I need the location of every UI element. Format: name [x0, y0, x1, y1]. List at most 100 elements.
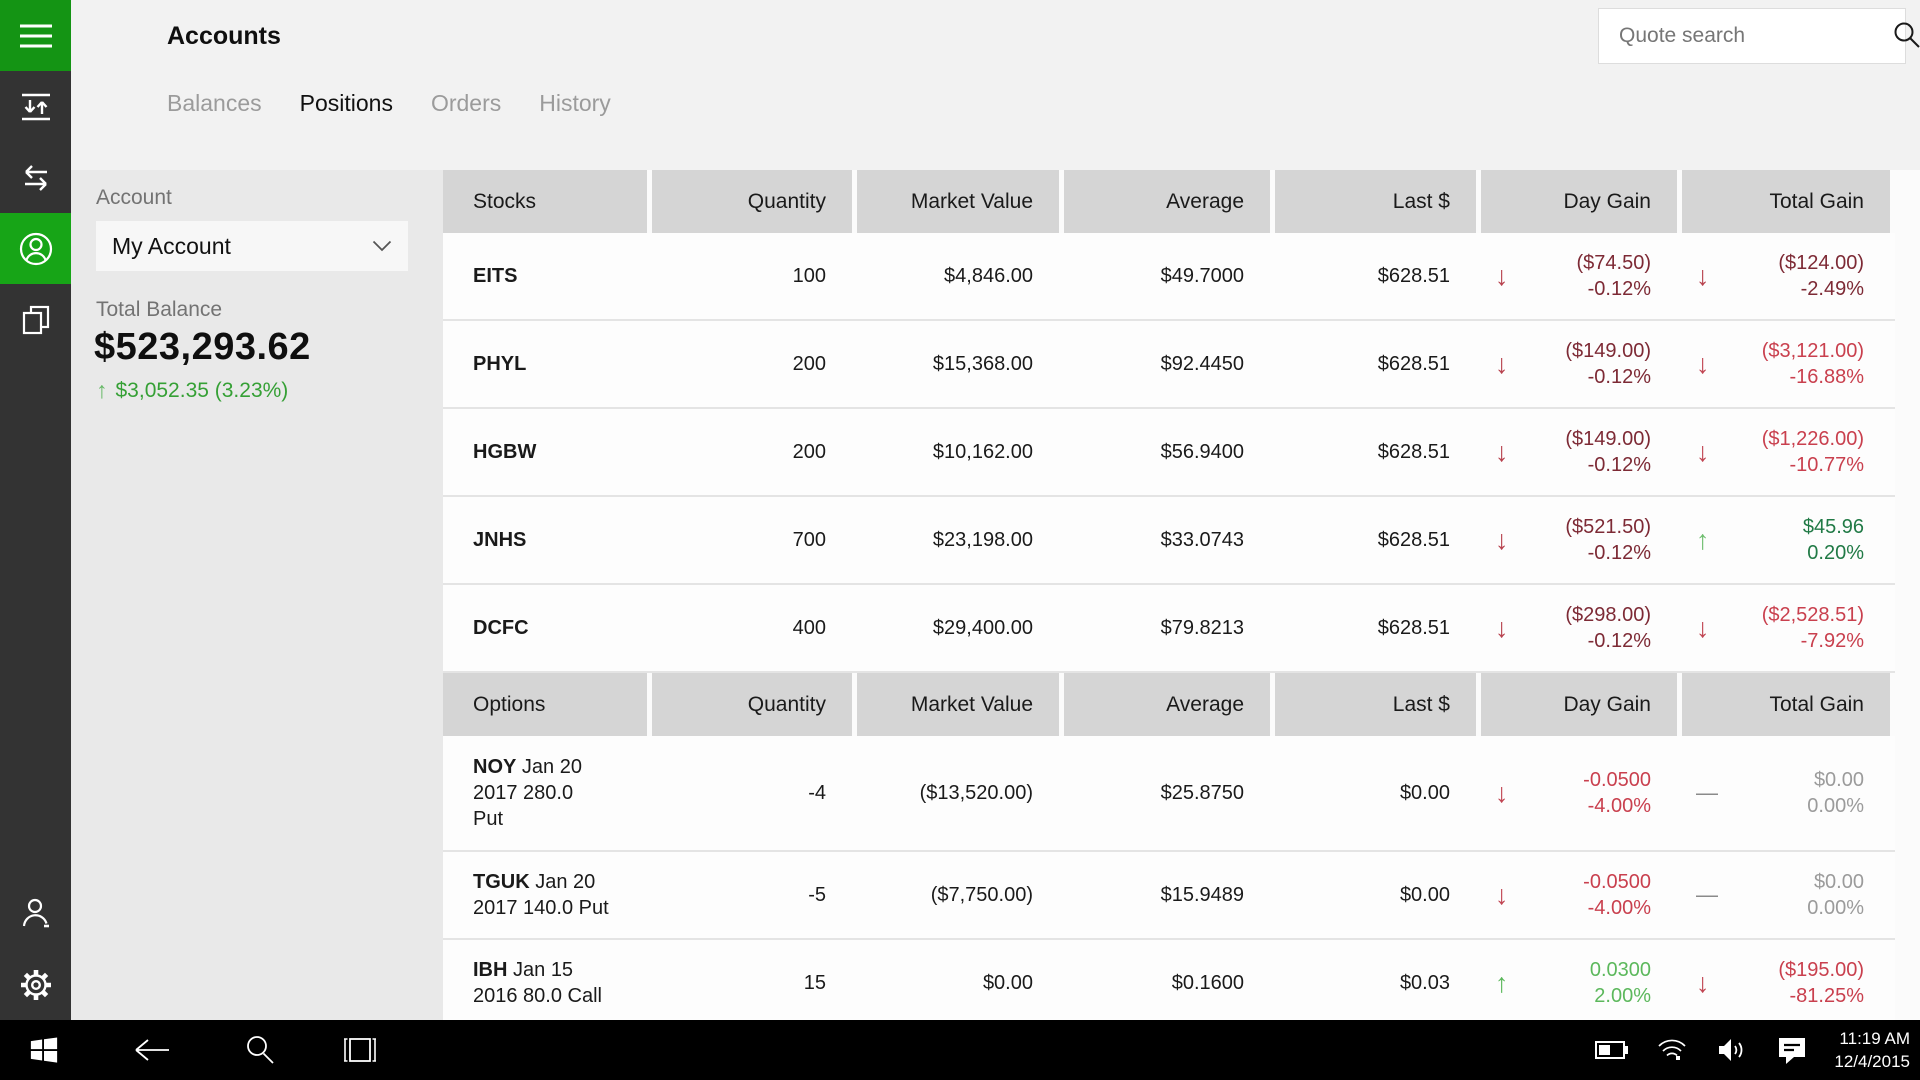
position-row[interactable]: PHYL 200 $15,368.00 $92.4450 $628.51 ↓ ($149.0… — [443, 321, 1895, 409]
position-row[interactable]: EITS 100 $4,846.00 $49.7000 $628.51 ↓ ($74.50)… — [443, 233, 1895, 321]
symbol-cell: IBH Jan 15 2016 80.0 Call — [443, 940, 647, 1020]
day-gain-value: -0.0500 — [1583, 871, 1651, 893]
trend-arrow-icon: — — [1696, 780, 1718, 805]
account-label: Account — [96, 186, 172, 209]
trend-arrow-icon: ↑ — [1495, 967, 1509, 998]
market-value-cell: $15,368.00 — [932, 352, 1033, 375]
total-gain-cell: ↓ ($195.00) -81.25% — [1682, 940, 1890, 1020]
last-price-cell: $0.00 — [1399, 781, 1450, 804]
tab-balances[interactable]: Balances — [167, 90, 262, 116]
sidebar-item-transfers[interactable] — [0, 71, 71, 142]
battery-icon[interactable] — [1588, 1020, 1636, 1080]
position-row[interactable]: DCFC 400 $29,400.00 $79.8213 $628.51 ↓ ($298.0… — [443, 585, 1895, 673]
clock-date: 12/4/2015 — [1834, 1052, 1910, 1071]
day-gain-value: ($521.50) — [1565, 516, 1651, 538]
taskbar-clock[interactable]: 11:19 AM 12/4/2015 — [1834, 1027, 1910, 1073]
settings-button[interactable] — [0, 949, 71, 1020]
sidebar-item-watchlists[interactable] — [0, 284, 71, 355]
trend-arrow-icon: ↓ — [1495, 436, 1509, 467]
day-gain-value: ($74.50) — [1576, 252, 1652, 274]
market-value-cell: $0.00 — [982, 971, 1033, 994]
symbol-cell: HGBW — [443, 409, 647, 495]
trend-arrow-icon: ↓ — [1696, 436, 1710, 467]
quantity-cell: 400 — [792, 616, 826, 639]
quantity-cell: 200 — [792, 352, 826, 375]
taskbar-search-button[interactable] — [236, 1020, 284, 1080]
last-price-cell: $628.51 — [1377, 264, 1450, 287]
total-gain-percent: -2.49% — [1800, 278, 1864, 300]
account-dropdown[interactable]: My Account — [96, 221, 408, 271]
average-cell: $0.1600 — [1171, 971, 1244, 994]
day-gain-percent: -0.12% — [1587, 454, 1651, 476]
total-gain-value: $0.00 — [1813, 871, 1864, 893]
last-price-cell: $628.51 — [1377, 616, 1450, 639]
column-header: Market Value — [857, 170, 1059, 233]
symbol-cell: EITS — [443, 233, 647, 319]
quantity-cell: 100 — [792, 264, 826, 287]
trend-arrow-icon: ↓ — [1696, 612, 1710, 643]
account-dropdown-value: My Account — [112, 232, 231, 259]
position-row[interactable]: NOY Jan 20 2017 280.0 Put -4 ($13,520.00) $… — [443, 736, 1895, 852]
position-row[interactable]: TGUK Jan 20 2017 140.0 Put -5 ($7,750.00) $… — [443, 852, 1895, 940]
menu-button[interactable] — [0, 0, 71, 71]
tab-history[interactable]: History — [539, 90, 611, 116]
pages-icon — [20, 304, 52, 336]
position-row[interactable]: HGBW 200 $10,162.00 $56.9400 $628.51 ↓ ($149.0… — [443, 409, 1895, 497]
position-row[interactable]: JNHS 700 $23,198.00 $33.0743 $628.51 ↓ ($521.5… — [443, 497, 1895, 585]
windows-logo-icon — [29, 1035, 59, 1065]
ticker-symbol: JNHS — [473, 529, 527, 551]
start-button[interactable] — [20, 1020, 68, 1080]
last-price-cell: $0.00 — [1399, 883, 1450, 906]
wifi-icon[interactable] — [1648, 1020, 1696, 1080]
volume-icon[interactable] — [1708, 1020, 1756, 1080]
back-arrow-icon — [133, 1037, 171, 1063]
market-value-cell: $4,846.00 — [944, 264, 1033, 287]
stocks-header-row: Stocks Quantity Market Value Average Last $ D… — [443, 170, 1895, 233]
symbol-cell: JNHS — [443, 497, 647, 583]
tab-orders[interactable]: Orders — [430, 90, 502, 116]
last-price-cell: $628.51 — [1377, 528, 1450, 551]
ticker-symbol: HGBW — [473, 441, 537, 463]
search-icon[interactable] — [1892, 21, 1920, 51]
account-panel: Account My Account Total Balance $523,29… — [71, 170, 443, 1020]
back-button[interactable] — [128, 1020, 176, 1080]
rail-spacer — [0, 355, 71, 878]
trend-arrow-icon: ↓ — [1696, 967, 1710, 998]
position-row[interactable]: IBH Jan 15 2016 80.0 Call 15 $0.00 $0.1600 $… — [443, 940, 1895, 1020]
column-header: Options — [443, 673, 647, 736]
column-header: Day Gain — [1481, 673, 1677, 736]
tab-bar: Balances Positions Orders History — [167, 90, 611, 117]
average-cell: $15.9489 — [1160, 883, 1244, 906]
day-gain-cell: ↓ ($298.00) -0.12% — [1481, 585, 1677, 671]
quantity-cell: -4 — [808, 781, 826, 804]
market-value-cell: $10,162.00 — [932, 440, 1033, 463]
column-header: Quantity — [652, 673, 852, 736]
quote-search-input[interactable] — [1617, 23, 1892, 49]
profile-button[interactable] — [0, 878, 71, 949]
deposit-withdraw-icon — [19, 92, 53, 122]
ticker-symbol: IBH — [473, 959, 508, 981]
sidebar-item-trade[interactable] — [0, 142, 71, 213]
sidebar-item-accounts[interactable] — [0, 213, 71, 284]
day-gain-value: -0.0500 — [1583, 769, 1651, 791]
ticker-symbol: TGUK — [473, 871, 530, 893]
task-view-button[interactable] — [336, 1020, 384, 1080]
average-cell: $79.8213 — [1160, 616, 1244, 639]
action-center-icon[interactable] — [1768, 1020, 1816, 1080]
column-header: Day Gain — [1481, 170, 1677, 233]
average-cell: $33.0743 — [1160, 528, 1244, 551]
last-price-cell: $628.51 — [1377, 440, 1450, 463]
total-gain-value: ($195.00) — [1778, 959, 1864, 981]
account-circle-icon — [18, 231, 54, 267]
trend-arrow-icon: — — [1696, 882, 1718, 907]
contract-description: Jan 20 2017 280.0 Put — [473, 756, 582, 830]
tab-positions[interactable]: Positions — [299, 90, 393, 116]
trend-arrow-icon: ↓ — [1495, 348, 1509, 379]
taskbar: 11:19 AM 12/4/2015 — [0, 1020, 1920, 1080]
market-value-cell: $29,400.00 — [932, 616, 1033, 639]
day-gain-percent: -0.12% — [1587, 542, 1651, 564]
total-gain-value: ($124.00) — [1778, 252, 1864, 274]
day-gain-value: ($149.00) — [1565, 428, 1651, 450]
total-gain-cell: — $0.00 0.00% — [1682, 852, 1890, 938]
positions-tables: Stocks Quantity Market Value Average Last $ D… — [443, 170, 1895, 1020]
